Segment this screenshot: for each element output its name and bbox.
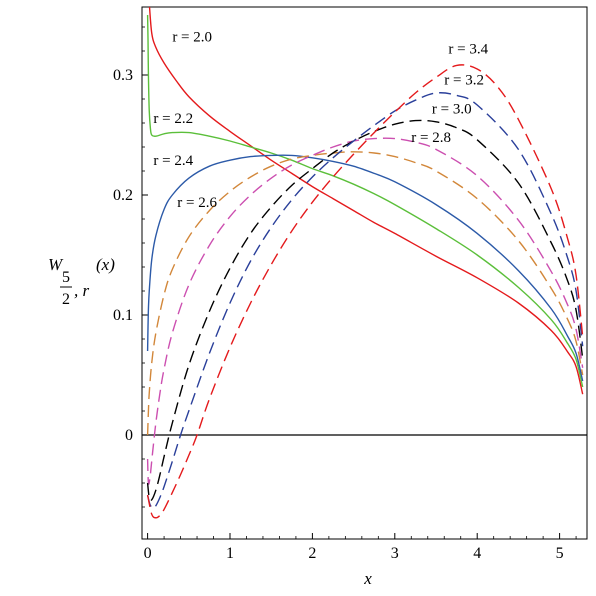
curve-label: r = 3.2 <box>444 73 484 89</box>
curves <box>146 7 584 519</box>
series-line-2.4 <box>146 154 584 382</box>
series-line-2.6 <box>146 151 584 436</box>
svg-text:W: W <box>48 255 64 274</box>
series-line-2.2 <box>146 14 584 388</box>
x-tick-label: 1 <box>226 545 234 562</box>
curve-label: r = 2.4 <box>153 153 193 169</box>
curve-label: r = 3.0 <box>432 101 472 117</box>
x-axis-title: x <box>363 569 372 588</box>
x-tick-label: 0 <box>144 545 152 562</box>
curve-label: r = 2.2 <box>153 111 193 127</box>
ticks: 0 1 2 3 4 5 0 0.1 0.2 0.3 <box>113 26 577 562</box>
svg-text:, r: , r <box>74 281 90 300</box>
x-tick-label: 3 <box>391 545 399 562</box>
y-axis-title: W 5 2 , r (x) <box>48 255 115 308</box>
series-line-3.0 <box>146 119 584 502</box>
y-tick-label: 0.2 <box>113 187 133 204</box>
x-tick-label: 5 <box>556 545 564 562</box>
svg-text:2: 2 <box>62 291 70 308</box>
curve-labels: r = 2.0 r = 2.2 r = 2.4 r = 2.6 r = 3.4 r = 3… <box>153 29 488 211</box>
svg-text:5: 5 <box>62 269 70 286</box>
svg-text:(x): (x) <box>96 255 115 274</box>
series-line-2.0 <box>148 7 584 395</box>
curve-label: r = 2.8 <box>411 130 451 146</box>
curve-label: r = 2.0 <box>172 29 212 45</box>
series-line-2.8 <box>146 137 584 485</box>
curve-label: r = 3.4 <box>448 41 488 57</box>
x-tick-label: 2 <box>308 545 316 562</box>
y-tick-label: 0.3 <box>113 67 133 84</box>
x-tick-label: 4 <box>473 545 481 562</box>
y-tick-label: 0.1 <box>113 307 133 324</box>
series-line-3.2 <box>146 92 584 509</box>
plot-frame <box>141 6 588 540</box>
curve-label: r = 2.6 <box>177 195 217 211</box>
series-line-3.4 <box>146 64 584 519</box>
y-tick-label: 0 <box>125 427 133 444</box>
